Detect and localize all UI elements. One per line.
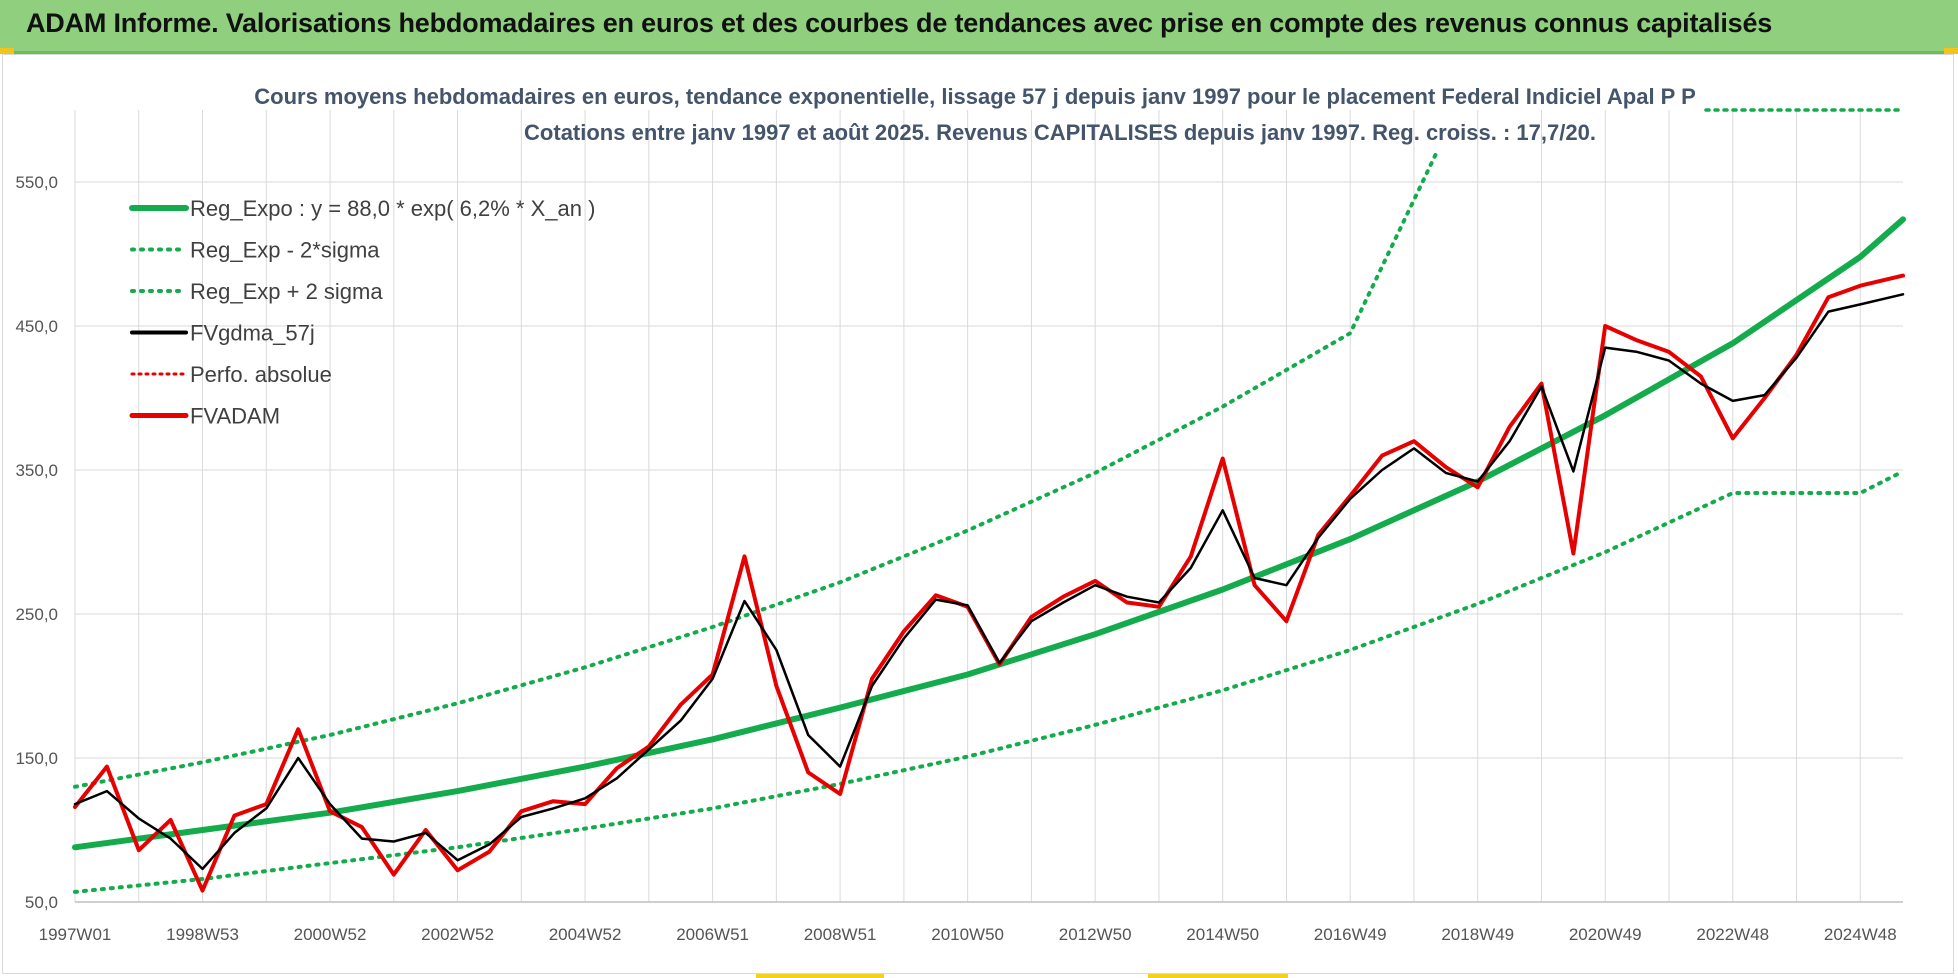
x-tick-label: 1998W53 [166,925,239,944]
x-tick-label: 2010W50 [931,925,1004,944]
x-tick-label: 2024W48 [1824,925,1897,944]
y-tick-label: 550,0 [15,173,58,192]
x-tick-label: 2014W50 [1186,925,1259,944]
series-line-3 [73,293,1905,871]
legend: Reg_Expo : y = 88,0 * exp( 6,2% * X_an )… [129,196,595,429]
bottom-tab-marker [756,974,884,978]
x-tick-label: 2002W52 [421,925,494,944]
legend-entry: Perfo. absolue [190,362,332,387]
x-tick-label: 2000W52 [294,925,367,944]
chart-subtitle: Cotations entre janv 1997 et août 2025. … [524,120,1596,145]
x-tick-label: 2022W48 [1696,925,1769,944]
series-layer [72,151,1906,894]
x-tick-label: 2020W49 [1569,925,1642,944]
x-tick-label: 2006W51 [676,925,749,944]
axis-layer: 550,0 450,0 350,0 250,0 150,0 50,0 1997W01 1998… [15,173,1903,944]
header-bar: ADAM Informe. Valorisations hebdomadaire… [0,0,1958,54]
legend-entry: Reg_Exp - 2*sigma [190,238,380,263]
x-tick-label: 1997W01 [39,925,112,944]
y-tick-label: 450,0 [15,317,58,336]
chart-frame [2,54,1954,974]
chart-title: Cours moyens hebdomadaires en euros, ten… [254,84,1696,109]
y-tick-label: 50,0 [25,893,58,912]
page-title: ADAM Informe. Valorisations hebdomadaire… [26,8,1773,38]
legend-entry: Reg_Exp + 2 sigma [190,279,383,304]
legend-entry: FVADAM [190,404,280,429]
legend-entry: FVgdma_57j [190,321,315,346]
x-tick-label: 2008W51 [804,925,877,944]
plot-area [75,110,1903,900]
series-line-0 [72,216,1906,851]
corner-marker-left [0,48,14,54]
y-tick-label: 150,0 [15,749,58,768]
x-tick-label: 2016W49 [1314,925,1387,944]
x-tick-label: 2004W52 [549,925,622,944]
bottom-tab-marker [1148,974,1288,978]
grid-layer [74,110,1903,903]
legend-entry: Reg_Expo : y = 88,0 * exp( 6,2% * X_an ) [190,196,595,221]
y-tick-label: 350,0 [15,461,58,480]
y-tick-label: 250,0 [15,605,58,624]
corner-marker-right [1944,48,1958,54]
x-tick-label: 2018W49 [1441,925,1514,944]
x-tick-label: 2012W50 [1059,925,1132,944]
